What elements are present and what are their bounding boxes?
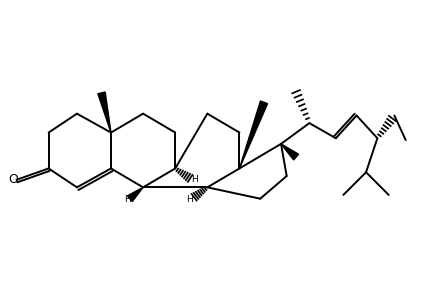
Text: O: O: [8, 173, 17, 186]
Polygon shape: [98, 92, 111, 133]
Text: H: H: [186, 195, 193, 204]
Polygon shape: [127, 187, 143, 202]
Text: H: H: [191, 175, 198, 183]
Polygon shape: [281, 144, 299, 160]
Polygon shape: [239, 101, 268, 168]
Text: H: H: [124, 195, 131, 204]
